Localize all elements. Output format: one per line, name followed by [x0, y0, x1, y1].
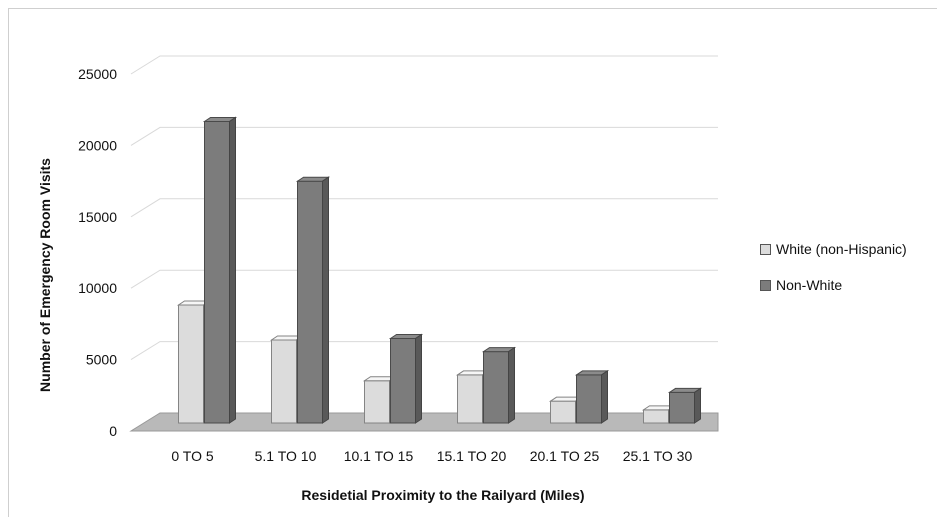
y-tick-label: 0 [109, 423, 117, 439]
legend-label-non-white: Non-White [776, 277, 843, 293]
legend-swatch-non-white [760, 279, 771, 291]
bar-front-face [390, 338, 416, 424]
bar-non-white-0 [202, 116, 238, 424]
gridline [130, 55, 718, 75]
bar-front-face [178, 304, 204, 424]
x-tick-label: 5.1 TO 10 [255, 448, 317, 464]
bar-front-face [364, 380, 390, 424]
bar-front-face [550, 400, 576, 424]
legend-swatch-white [760, 243, 771, 255]
bar-side-face [415, 333, 422, 424]
bar-side-face [322, 176, 329, 424]
bar-front-face [483, 351, 509, 424]
bar-front-face [576, 374, 602, 424]
y-tick-label: 20000 [78, 137, 117, 153]
x-axis-ticks: 0 TO 5 5.1 TO 10 10.1 TO 15 15.1 TO 20 20.1 … [171, 448, 692, 464]
y-tick-label: 15000 [78, 209, 117, 225]
gridlines [130, 55, 718, 361]
y-tick-label: 10000 [78, 280, 117, 296]
legend-item-non-white: Non-White [760, 274, 907, 296]
bar-front-face [669, 391, 695, 424]
bar-side-face [601, 369, 608, 424]
bar-non-white-1 [295, 176, 331, 424]
chart-frame [8, 8, 937, 517]
legend-label-white: White (non-Hispanic) [776, 241, 907, 257]
y-axis-ticks: 0 5000 10000 15000 20000 25000 [78, 66, 117, 439]
gridline [130, 341, 718, 361]
gridline [130, 269, 718, 289]
gridline [130, 198, 718, 218]
bar-side-face [229, 116, 236, 424]
bar-non-white-2 [388, 333, 424, 424]
bar-side-face [508, 346, 515, 424]
legend-item-white: White (non-Hispanic) [760, 238, 907, 260]
bar-front-face [643, 409, 669, 424]
bar-front-face [271, 339, 297, 424]
bar-non-white-3 [481, 346, 517, 424]
bar-front-face [297, 180, 323, 424]
bar-front-face [204, 120, 230, 424]
bar-front-face [457, 374, 483, 424]
y-tick-label: 5000 [86, 352, 117, 368]
x-tick-label: 10.1 TO 15 [344, 448, 414, 464]
bar-non-white-5 [667, 387, 703, 424]
legend: White (non-Hispanic) Non-White [760, 238, 907, 310]
gridline [130, 126, 718, 146]
bar-side-face [694, 387, 701, 424]
x-tick-label: 15.1 TO 20 [437, 448, 507, 464]
x-tick-label: 0 TO 5 [171, 448, 214, 464]
bar-non-white-4 [574, 369, 610, 424]
x-tick-label: 20.1 TO 25 [530, 448, 600, 464]
bars [176, 116, 703, 424]
y-axis-title: Number of Emergency Room Visits [37, 158, 53, 392]
x-tick-label: 25.1 TO 30 [623, 448, 693, 464]
y-tick-label: 25000 [78, 66, 117, 82]
x-axis-title: Residetial Proximity to the Railyard (Mi… [301, 487, 584, 503]
